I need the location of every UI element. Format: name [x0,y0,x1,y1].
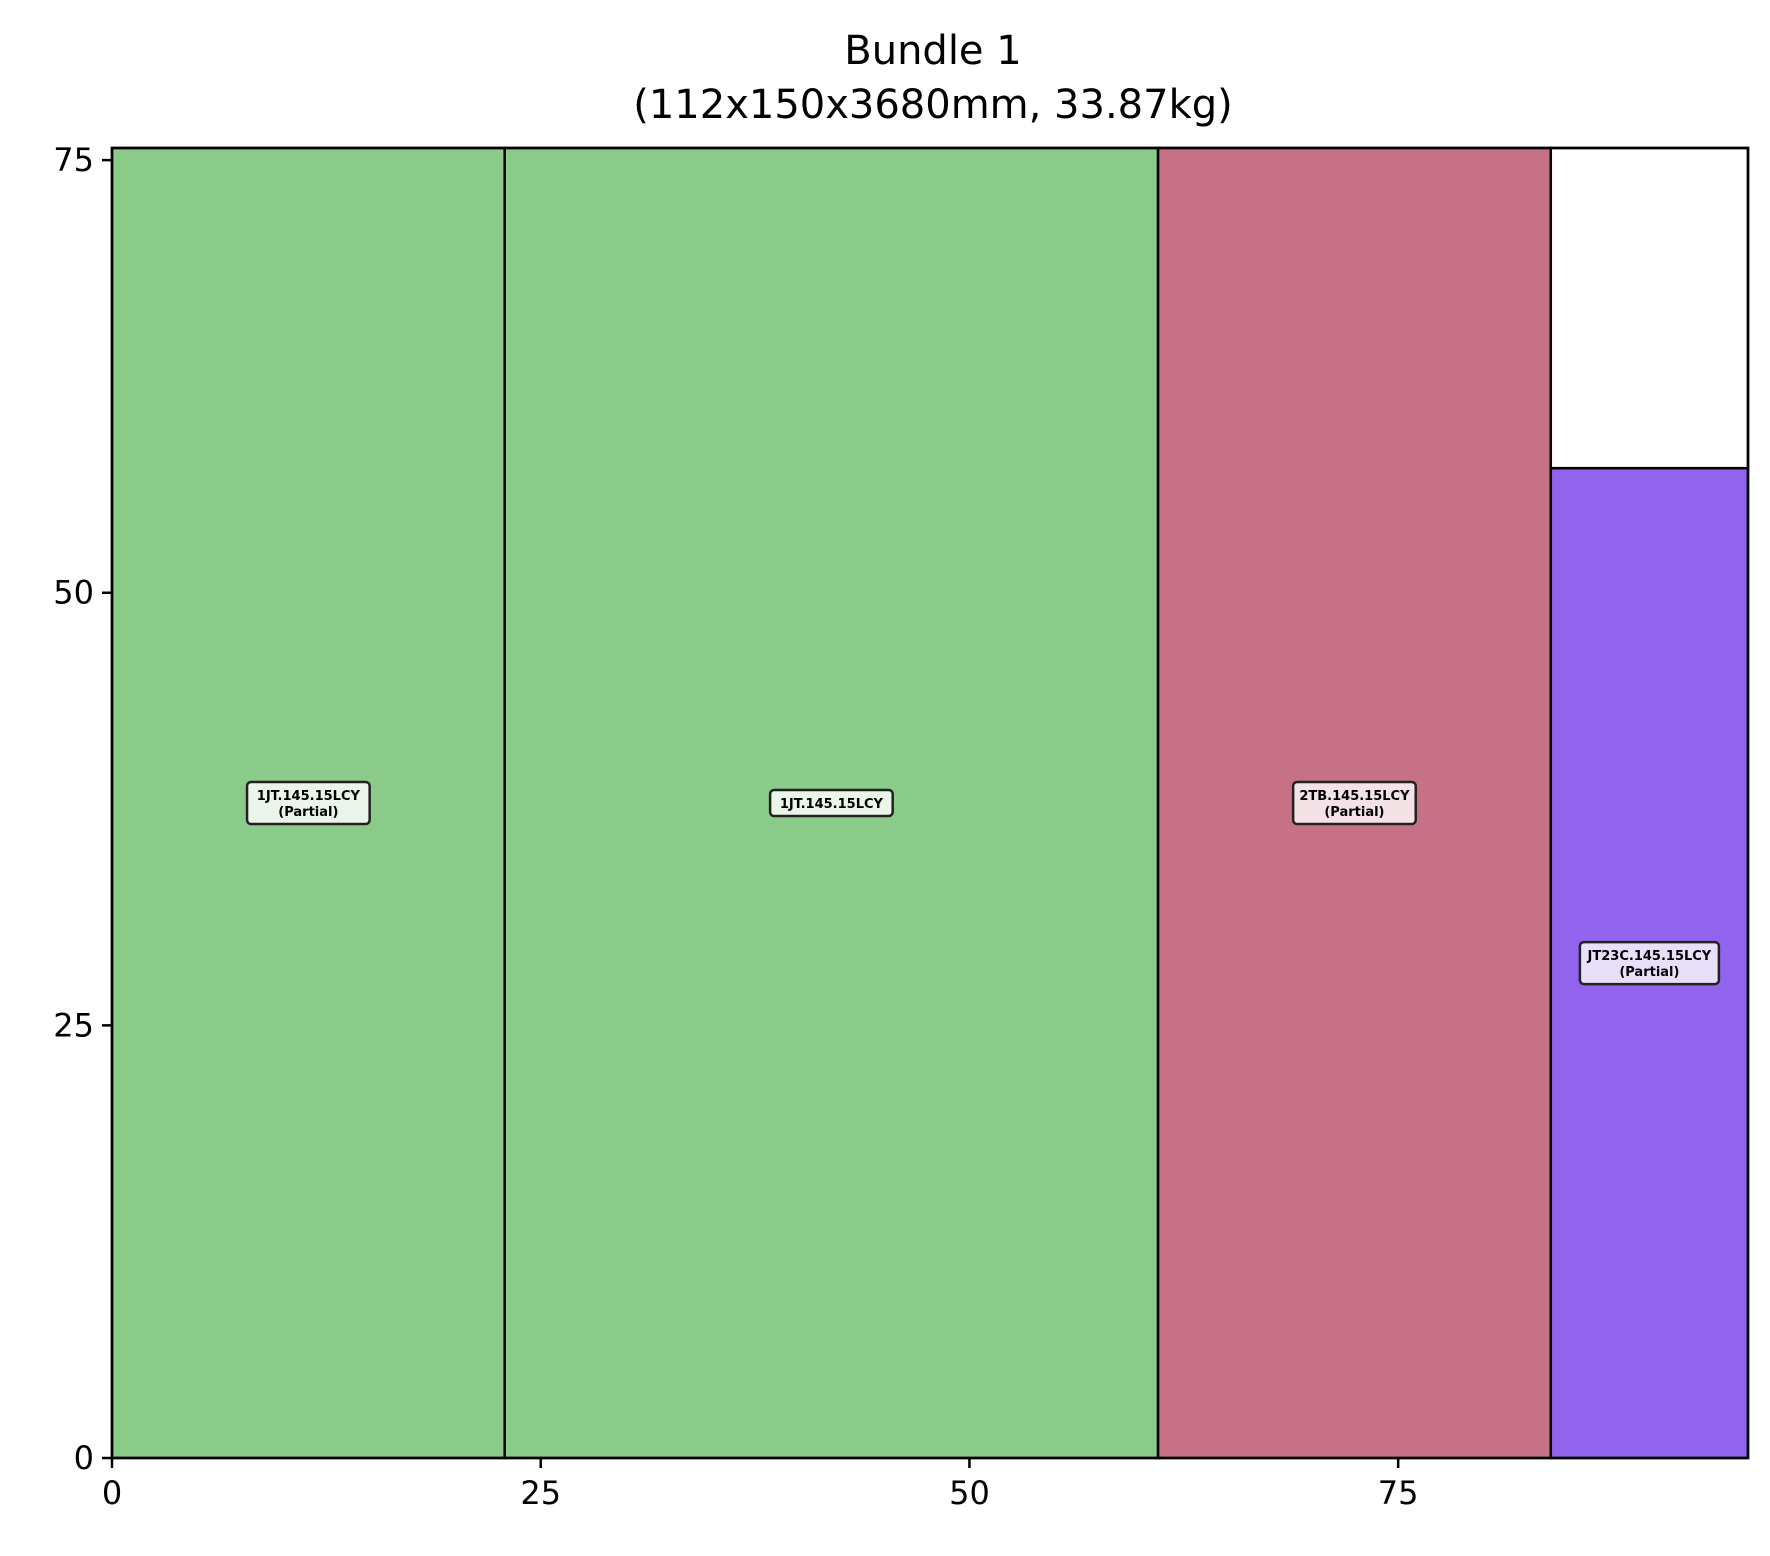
piece-label-note-1: (Partial) [278,805,338,820]
y-tick-label-3: 50 [53,574,94,612]
x-tick-label-2: 25 [520,1474,561,1512]
empty-space-rect [1549,146,1750,470]
piece-label-name-3: 2TB.145.15LCY [1299,789,1410,804]
piece-label-box-2 [768,788,894,818]
piece-label-name-2: 1JT.145.15LCY [780,797,884,812]
y-tick-label-4: 75 [53,141,94,179]
y-tick-label-1: 0 [74,1439,94,1477]
chart-title: Bundle 1 [844,28,1021,74]
piece-label-box-1 [245,780,371,826]
x-tick-label-1: 0 [102,1474,122,1512]
piece-label-name-1: 1JT.145.15LCY [257,789,361,804]
y-tick-label-2: 25 [53,1006,94,1044]
x-tick-label-3: 50 [949,1474,990,1512]
piece-label-3: 2TB.145.15LCY(Partial) [1291,780,1417,826]
chart-subtitle: (112x150x3680mm, 33.87kg) [633,82,1232,128]
piece-label-box-4 [1578,940,1721,986]
piece-label-box-3 [1291,780,1417,826]
piece-label-name-4: JT23C.145.15LCY [1587,949,1712,964]
axis-ticks: 0 25 50 75 0 25 50 75 [53,141,1418,1512]
piece-label-2: 1JT.145.15LCY [768,788,894,818]
axes-frame [110,146,1750,1460]
piece-label-note-3: (Partial) [1324,805,1384,820]
x-tick-label-4: 75 [1378,1474,1419,1512]
plot-frame [110,146,1750,1460]
piece-labels: 1JT.145.15LCY(Partial)1JT.145.15LCY2TB.1… [245,780,1721,986]
piece-label-4: JT23C.145.15LCY(Partial) [1578,940,1721,986]
piece-label-note-4: (Partial) [1619,965,1679,980]
piece-label-1: 1JT.145.15LCY(Partial) [245,780,371,826]
